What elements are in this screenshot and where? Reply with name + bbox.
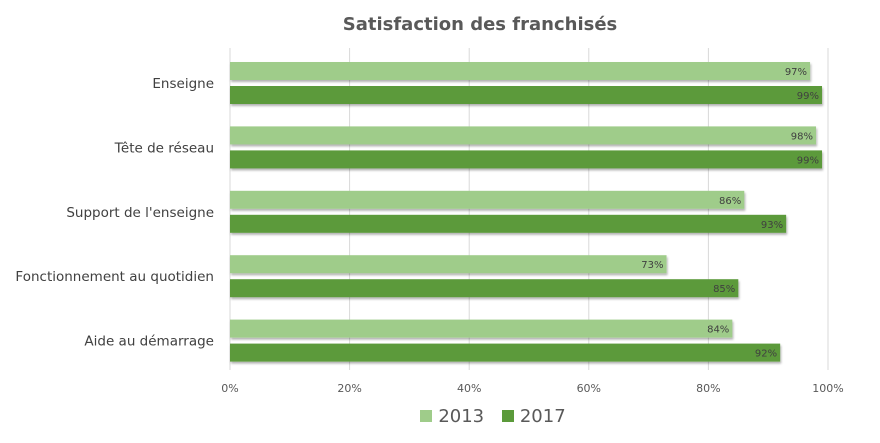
bar-2013 (230, 62, 811, 80)
bar-2017 (230, 86, 823, 104)
legend-item-2017: 2017 (501, 406, 566, 427)
data-label: 93% (761, 220, 783, 231)
data-label: 99% (797, 91, 819, 102)
data-label: 97% (785, 67, 807, 78)
category-label: Support de l'enseigne (66, 205, 214, 221)
x-tick-label: 40% (457, 382, 481, 395)
bar-2017 (230, 279, 739, 298)
x-tick-label: 80% (696, 382, 720, 395)
bar-2013 (230, 126, 817, 145)
data-label: 86% (719, 196, 741, 207)
legend-label: 2013 (438, 406, 485, 427)
x-tick-label: 60% (577, 382, 601, 395)
data-label: 99% (797, 155, 819, 166)
category-label: Fonctionnement au quotidien (15, 269, 214, 285)
legend-label: 2017 (519, 406, 566, 427)
bar-2013 (230, 319, 733, 338)
category-label: Enseigne (152, 76, 214, 92)
category-label: Aide au démarrage (84, 334, 214, 350)
data-label: 98% (791, 131, 813, 142)
data-label: 73% (641, 260, 663, 271)
data-label: 92% (755, 349, 777, 360)
category-label: Tête de réseau (114, 140, 214, 156)
data-label: 85% (713, 284, 735, 295)
data-label: 84% (707, 325, 729, 336)
legend-item-2013: 2013 (420, 406, 484, 427)
bar-2013 (230, 190, 745, 209)
bar-2017 (230, 150, 823, 169)
legend-swatch (420, 410, 433, 422)
bar-2013 (230, 255, 667, 274)
chart-title: Satisfaction des franchisés (342, 14, 618, 35)
legend: 2013 2017 (0, 406, 880, 427)
legend-swatch (501, 410, 514, 422)
x-tick-label: 100% (812, 382, 843, 395)
x-tick-label: 0% (221, 382, 238, 395)
bar-2017 (230, 343, 781, 362)
x-tick-label: 20% (337, 382, 361, 395)
bar-2017 (230, 214, 787, 233)
